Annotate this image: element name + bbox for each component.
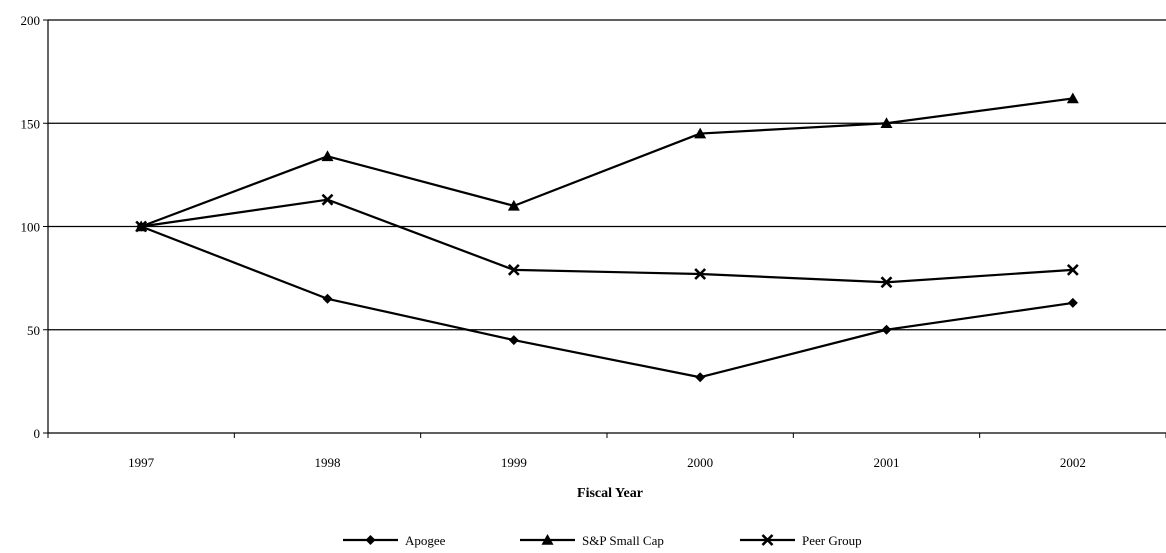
legend-marker-peer-group [761,534,774,546]
point-peer-group-2000-stroke [694,268,707,280]
x-tick-label-1997: 1997 [128,455,155,470]
x-tick-label-2001: 2001 [874,455,900,470]
y-tick-label: 50 [27,323,40,338]
legend-marker-s-p-small-cap [541,534,554,545]
legend-marker-peer-group-stroke [761,534,774,546]
point-peer-group-2002-stroke [1066,263,1079,276]
point-peer-group-2001-stroke [880,276,893,289]
series-markers [135,92,1079,383]
y-tick-label: 150 [21,116,41,131]
legend-label-s-p-small-cap: S&P Small Cap [582,533,664,548]
tick-labels: 0 50 100 150 200 1997 1998 1999 2000 2001 2002 [21,13,1086,470]
point-peer-group-1998-stroke [321,193,334,206]
point-apogee-2000 [695,372,706,383]
point-s-p-small-cap-2000 [694,127,707,139]
x-tick-label-2002: 2002 [1060,455,1086,470]
point-peer-group-1997 [135,220,148,233]
point-s-p-small-cap-2002 [1066,92,1079,104]
point-apogee-1999 [508,335,519,346]
x-tick-label-2000: 2000 [687,455,713,470]
point-peer-group-1998 [321,193,334,206]
point-peer-group-1997-stroke [135,220,148,233]
legend-label-apogee: Apogee [405,533,446,548]
point-peer-group-2001 [880,276,893,289]
point-peer-group-2002 [1066,263,1079,276]
legend-item-peer-group: Peer Group [740,533,862,548]
y-tick-label: 0 [34,426,41,441]
point-apogee-1998 [322,293,333,304]
point-peer-group-1999-stroke [507,263,520,276]
legend-marker-apogee [365,535,376,545]
legend-item-apogee: Apogee [343,533,446,548]
x-axis-title: Fiscal Year [577,486,643,501]
legend-item-s-p-small-cap: S&P Small Cap [520,533,664,548]
series-line-s-p-small-cap [140,97,1073,228]
point-s-p-small-cap-1998 [321,150,334,162]
series-line-peer-group [141,198,1073,284]
x-tick-label-1998: 1998 [315,455,341,470]
series-line-apogee [140,225,1073,379]
point-apogee-2002 [1067,297,1078,308]
point-peer-group-1999 [507,263,520,276]
y-tick-label: 100 [21,220,41,235]
point-s-p-small-cap-2001 [880,117,893,129]
x-tick-label-1999: 1999 [501,455,527,470]
axes [43,19,1166,438]
point-peer-group-2000 [694,268,707,280]
y-tick-label: 200 [21,13,41,28]
legend: Apogee S&P Small Cap Peer Group [343,533,862,548]
point-s-p-small-cap-1999 [507,199,520,211]
point-apogee-2001 [881,324,892,335]
legend-label-peer-group: Peer Group [802,533,862,548]
gridlines [48,19,1166,331]
series-lines [140,97,1073,379]
